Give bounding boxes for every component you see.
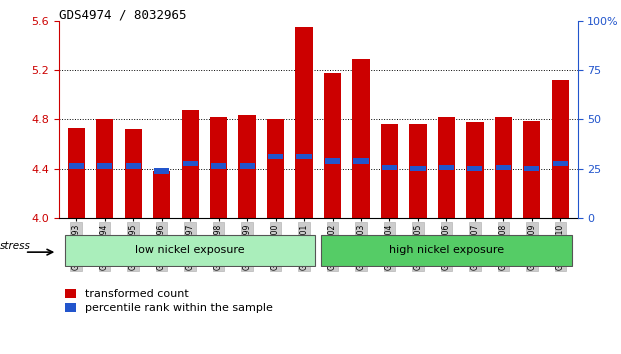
Bar (468, 166, 483, 171)
Text: stress: stress (0, 241, 31, 251)
Bar (466, 122, 484, 218)
FancyBboxPatch shape (321, 235, 572, 266)
Bar (238, 115, 256, 218)
Bar (96, 119, 113, 218)
Bar (524, 121, 540, 218)
Bar (495, 117, 512, 218)
Bar (125, 129, 142, 218)
Bar (211, 164, 226, 169)
Bar (181, 110, 199, 218)
Bar (353, 159, 368, 164)
Bar (125, 164, 140, 169)
Bar (552, 80, 569, 218)
Bar (296, 27, 312, 218)
Bar (524, 166, 540, 171)
Bar (410, 166, 425, 171)
Legend: transformed count, percentile rank within the sample: transformed count, percentile rank withi… (65, 289, 273, 313)
Bar (68, 164, 84, 169)
Bar (324, 73, 341, 218)
Bar (68, 128, 84, 218)
Bar (438, 117, 455, 218)
Bar (154, 168, 169, 174)
Bar (267, 119, 284, 218)
Bar (240, 164, 255, 169)
Bar (296, 154, 312, 159)
Text: high nickel exposure: high nickel exposure (389, 245, 504, 255)
FancyBboxPatch shape (65, 235, 315, 266)
Bar (409, 124, 427, 218)
Bar (439, 165, 454, 170)
Bar (153, 171, 170, 218)
Bar (97, 164, 112, 169)
Text: GDS4974 / 8032965: GDS4974 / 8032965 (59, 9, 186, 22)
Bar (325, 159, 340, 164)
Bar (210, 117, 227, 218)
Bar (553, 161, 568, 166)
Bar (382, 165, 397, 170)
Text: low nickel exposure: low nickel exposure (135, 245, 245, 255)
Bar (353, 59, 369, 218)
Bar (268, 154, 283, 159)
Bar (183, 161, 197, 166)
Bar (496, 165, 511, 170)
Bar (381, 124, 398, 218)
